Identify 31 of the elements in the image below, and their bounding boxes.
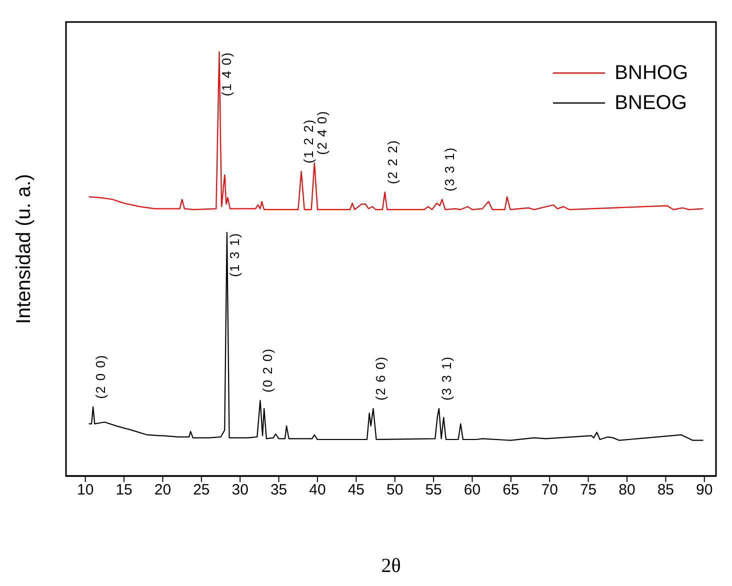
legend-label: BNHOG <box>614 62 688 84</box>
x-tick-label: 65 <box>502 482 520 499</box>
annotation: (2 4 0) <box>314 110 330 155</box>
x-tick-label: 40 <box>309 482 326 499</box>
x-tick-label: 25 <box>193 482 210 499</box>
legend-label: BNEOG <box>614 92 687 114</box>
x-tick-label: 15 <box>116 482 132 499</box>
x-tick-label: 35 <box>270 482 288 499</box>
x-tick-label: 70 <box>541 482 558 499</box>
annotation: (2 2 2) <box>384 140 400 184</box>
x-tick-label: 85 <box>657 482 674 499</box>
x-tick-label: 20 <box>154 482 172 499</box>
x-tick-label: 10 <box>77 482 94 499</box>
y-axis-title: Intensidad (u. a.) <box>13 174 35 324</box>
x-tick-label: 60 <box>464 482 481 499</box>
annotation: (1 3 1) <box>226 232 242 278</box>
annotation: (0 2 0) <box>260 348 276 392</box>
x-tick-label: 55 <box>425 482 442 499</box>
x-tick-label: 90 <box>696 482 713 499</box>
x-tick-label: 30 <box>232 482 248 499</box>
annotation: (3 3 1) <box>438 356 454 401</box>
x-tick-label: 80 <box>618 482 636 499</box>
annotation: (2 0 0) <box>93 354 108 399</box>
x-axis-title: 2θ <box>381 555 401 577</box>
x-tick-label: 50 <box>386 482 404 499</box>
x-tick-label: 75 <box>580 482 597 499</box>
x-tick-label: 45 <box>348 482 365 499</box>
annotation: (2 6 0) <box>373 356 388 401</box>
annotation: (3 3 1) <box>442 146 458 192</box>
annotation: (1 2 2) <box>301 118 316 164</box>
annotation: (1 4 0) <box>219 52 234 96</box>
